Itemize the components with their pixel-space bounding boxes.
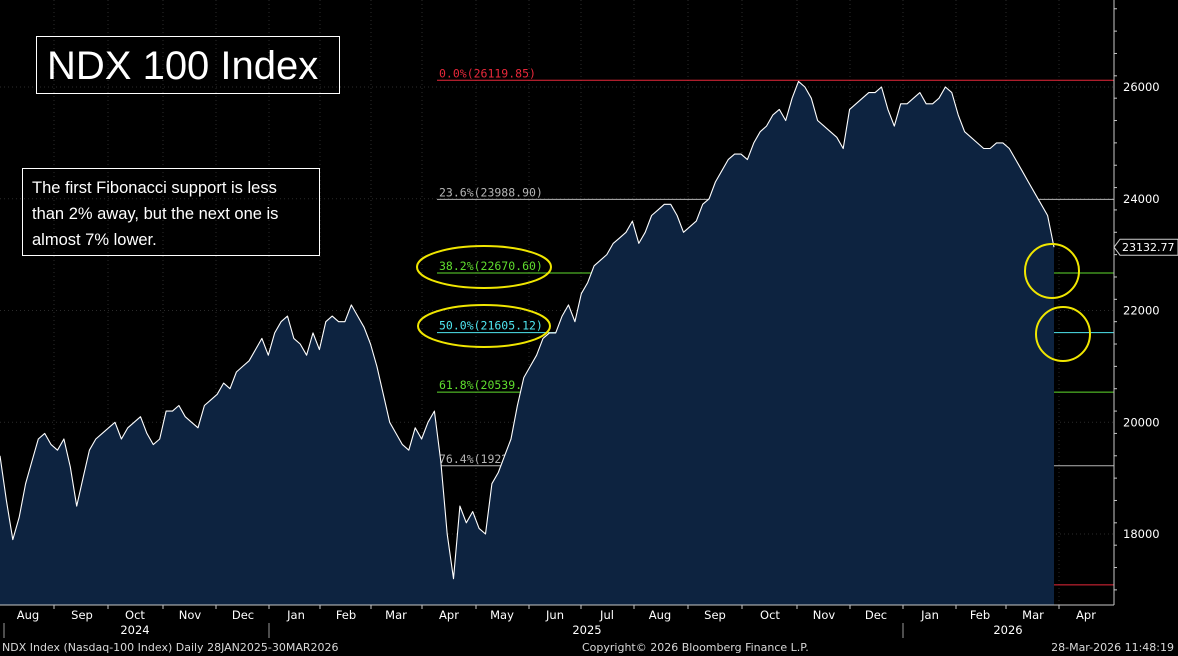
- x-year-label: 2026: [993, 623, 1022, 637]
- footer-ticker-info: NDX Index (Nasdaq-100 Index) Daily 28JAN…: [2, 641, 339, 654]
- x-month-label: Jan: [920, 608, 939, 622]
- price-line: [0, 80, 1055, 580]
- fib-label: 0.0%(26119.85): [439, 66, 536, 80]
- footer-timestamp: 28-Mar-2026 11:48:19: [1051, 641, 1174, 654]
- x-month-label: Apr: [1076, 608, 1096, 622]
- annotation-box: The first Fibonacci support is less than…: [22, 168, 320, 256]
- x-month-label: Aug: [17, 608, 39, 622]
- fib-label: 23.6%(23988.90): [439, 185, 543, 199]
- x-month-label: Oct: [760, 608, 780, 622]
- y-tick-label: 18000: [1123, 527, 1160, 541]
- x-month-label: Sep: [704, 608, 726, 622]
- x-month-label: Jul: [599, 608, 614, 622]
- highlight-circle: [1024, 243, 1080, 299]
- x-month-label: Jun: [545, 608, 564, 622]
- x-month-label: May: [490, 608, 514, 622]
- x-month-label: Mar: [1022, 608, 1044, 622]
- x-month-label: Nov: [813, 608, 836, 622]
- x-month-label: Aug: [649, 608, 671, 622]
- y-tick-label: 26000: [1123, 80, 1160, 94]
- x-month-label: Mar: [385, 608, 407, 622]
- fib-label: 50.0%(21605.12): [439, 319, 543, 333]
- y-tick-label: 24000: [1123, 192, 1160, 206]
- footer-bar: NDX Index (Nasdaq-100 Index) Daily 28JAN…: [0, 639, 1178, 656]
- x-month-label: Nov: [179, 608, 202, 622]
- x-month-label: Dec: [232, 608, 254, 622]
- y-tick-label: 22000: [1123, 304, 1160, 318]
- highlight-circle: [1035, 306, 1091, 362]
- fib-label: 38.2%(22670.60): [439, 259, 543, 273]
- last-value-label: 23132.77: [1122, 241, 1175, 254]
- last-value-tag: [1113, 238, 1178, 256]
- price-area: [0, 81, 1054, 605]
- highlight-ellipses: [416, 243, 1091, 362]
- highlight-ellipse: [416, 245, 552, 289]
- price-series: [0, 80, 1055, 605]
- y-tick-label: 20000: [1123, 415, 1160, 429]
- x-month-label: Feb: [336, 608, 356, 622]
- x-month-label: Dec: [865, 608, 887, 622]
- footer-copyright: Copyright© 2026 Bloomberg Finance L.P.: [582, 641, 809, 654]
- x-year-label: 2024: [120, 623, 149, 637]
- x-year-label: 2025: [572, 623, 601, 637]
- x-month-label: Jan: [286, 608, 305, 622]
- x-month-label: Oct: [125, 608, 145, 622]
- x-month-label: Sep: [71, 608, 93, 622]
- fib-label: 61.8%(20539.65): [439, 378, 543, 392]
- x-month-label: Feb: [970, 608, 990, 622]
- chart-title: NDX 100 Index: [47, 44, 319, 88]
- chart-title-box: NDX 100 Index: [36, 36, 340, 94]
- axes: 18000 20000 22000 24000 26000 23132.77 Aug Sep O…: [0, 0, 1178, 638]
- highlight-ellipse: [417, 304, 551, 348]
- x-month-label: Apr: [439, 608, 459, 622]
- annotation-text: The first Fibonacci support is less than…: [32, 179, 279, 249]
